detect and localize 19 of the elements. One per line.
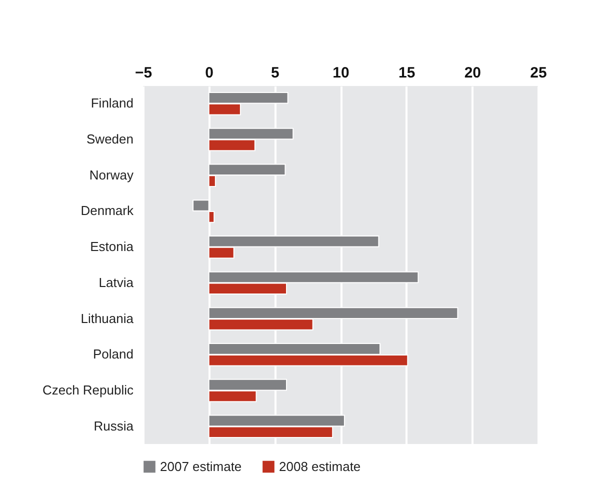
y-tick-label: Finland <box>90 96 134 111</box>
x-tick-label: 10 <box>332 64 350 82</box>
y-tick-label: Latvia <box>98 274 134 290</box>
y-tick-label: Lithuania <box>80 310 134 326</box>
legend-label: 2007 estimate <box>160 458 242 474</box>
x-tick-label: 20 <box>464 64 482 82</box>
x-tick-label: 25 <box>530 64 547 82</box>
y-tick-label: Sweden <box>86 131 134 146</box>
y-tick-label: Norway <box>89 167 134 182</box>
y-tick-label: Estonia <box>90 239 134 254</box>
x-tick-label: −5 <box>134 64 152 82</box>
legend-label: 2008 estimate <box>279 458 361 474</box>
y-tick-label: Poland <box>93 346 134 362</box>
y-tick-label: Denmark <box>80 203 134 218</box>
y-tick-label: Russia <box>94 418 134 434</box>
x-tick-label: 5 <box>270 64 280 82</box>
x-tick-label: 15 <box>398 64 416 82</box>
x-tick-label: 0 <box>205 64 214 82</box>
y-tick-label: Czech Republic <box>42 382 134 398</box>
